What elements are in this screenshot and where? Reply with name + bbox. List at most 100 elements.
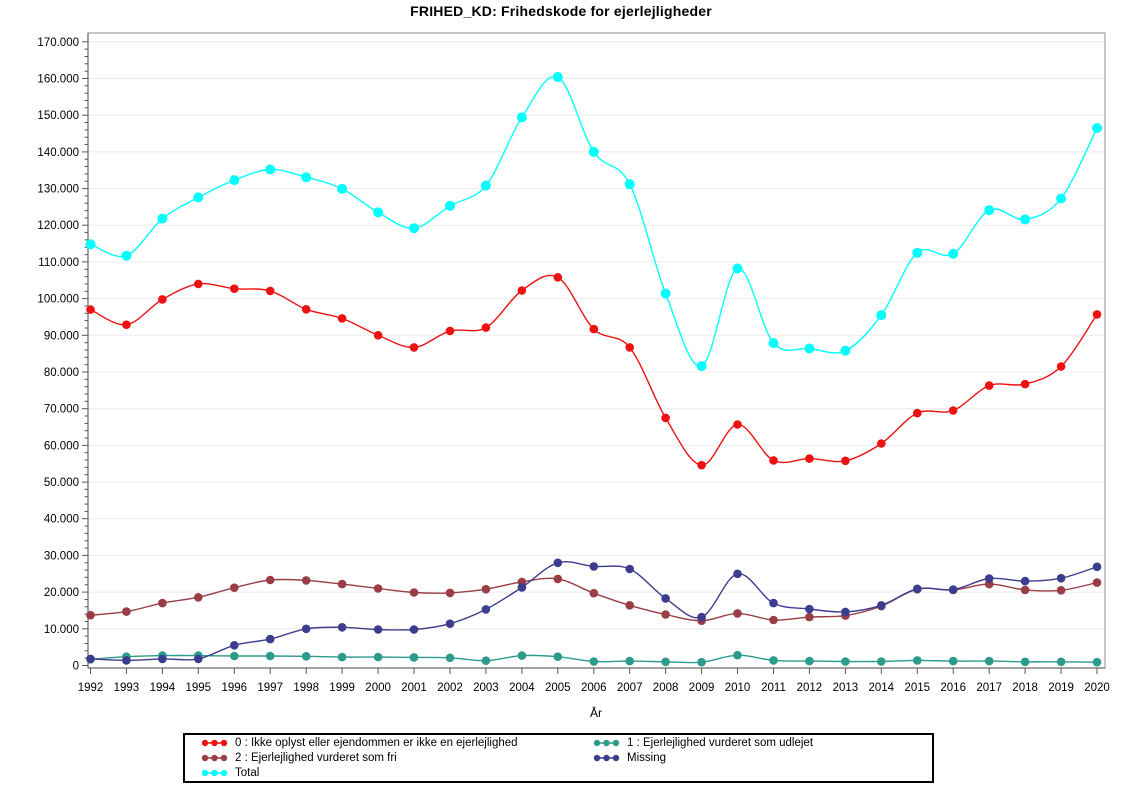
data-point	[733, 420, 742, 429]
x-tick-label: 2012	[797, 682, 823, 694]
data-point	[86, 305, 95, 314]
y-tick-label: 130.000	[37, 184, 79, 196]
data-point	[912, 247, 923, 258]
data-point	[913, 584, 922, 594]
data-point	[589, 588, 599, 598]
data-point	[122, 607, 131, 616]
data-point	[158, 654, 167, 664]
x-tick-label: 2007	[617, 682, 643, 694]
series-line	[90, 561, 1098, 662]
data-point	[337, 623, 347, 632]
data-point	[984, 381, 994, 390]
data-point	[840, 345, 851, 356]
x-tick-label: 1998	[293, 682, 319, 694]
data-point	[517, 286, 527, 295]
data-point	[805, 604, 814, 614]
y-tick-label: 70.000	[44, 404, 79, 416]
data-point	[769, 615, 778, 625]
data-point	[661, 657, 670, 667]
x-tick-label: 2002	[437, 682, 463, 694]
data-point	[481, 584, 491, 594]
data-point	[157, 213, 168, 224]
data-point	[409, 223, 419, 234]
data-point	[588, 146, 599, 157]
data-point	[481, 323, 491, 332]
data-point	[625, 343, 634, 352]
data-point	[409, 343, 419, 352]
x-tick-label: 2020	[1084, 682, 1110, 694]
data-point	[230, 284, 239, 294]
data-point	[1092, 578, 1102, 587]
data-point	[85, 239, 96, 250]
data-point	[625, 656, 634, 666]
axis-tick-labels: 0 10.000 20.000 30.000 40.000 50.000 60.000 70.…	[37, 37, 1109, 694]
legend-label: Total	[235, 767, 260, 779]
data-point	[732, 263, 743, 274]
data-point	[86, 654, 95, 664]
x-tick-label: 2004	[509, 682, 535, 694]
data-point	[1020, 214, 1031, 225]
legend-marker-line-icon	[201, 769, 228, 777]
data-point	[733, 569, 742, 579]
data-point	[1020, 576, 1030, 586]
data-point	[553, 273, 563, 282]
data-point	[517, 651, 527, 660]
legend-label: 1 : Ejerlejlighed vurderet som udlejet	[627, 737, 814, 749]
data-point	[841, 456, 850, 466]
data-point	[804, 343, 815, 354]
data-point	[948, 585, 958, 594]
data-point	[480, 180, 491, 191]
axis-ticks	[82, 41, 1098, 674]
data-point	[660, 288, 671, 299]
data-point	[265, 634, 275, 644]
plot-frame	[87, 32, 1106, 669]
y-tick-label: 50.000	[44, 477, 79, 489]
data-point	[1092, 562, 1102, 572]
data-point	[194, 654, 203, 664]
data-point	[158, 295, 167, 304]
data-point	[1020, 585, 1030, 595]
legend-item: Missing	[593, 751, 928, 766]
x-tick-label: 2005	[545, 682, 571, 694]
y-tick-label: 20.000	[44, 587, 79, 599]
data-point	[625, 564, 634, 574]
x-tick-label: 2013	[833, 682, 859, 694]
data-point	[337, 652, 347, 662]
plot-border	[87, 32, 1106, 669]
x-tick-label: 2018	[1012, 682, 1038, 694]
legend-item: 2 : Ejerlejlighed vurderet som fri	[201, 751, 593, 766]
data-point	[697, 657, 706, 667]
data-point	[122, 656, 131, 665]
data-point	[877, 601, 886, 610]
y-tick-label: 120.000	[37, 220, 79, 232]
data-point	[876, 310, 887, 321]
data-point	[1092, 123, 1102, 133]
data-point	[230, 651, 239, 661]
legend: 0 : Ikke oplyst eller ejendommen er ikke…	[183, 733, 934, 783]
data-point	[733, 609, 742, 618]
data-point	[948, 406, 958, 415]
legend-label: 2 : Ejerlejlighed vurderet som fri	[235, 752, 397, 764]
chart-title: FRIHED_KD: Frihedskode for ejerlejlighed…	[410, 3, 712, 19]
data-point	[769, 456, 778, 465]
data-point	[1020, 657, 1030, 667]
data-point	[445, 588, 455, 598]
data-point	[552, 72, 563, 82]
data-point	[805, 656, 814, 666]
data-point	[265, 651, 275, 661]
data-point	[445, 326, 455, 336]
data-point	[841, 607, 850, 617]
data-point	[86, 610, 95, 620]
y-tick-label: 0	[73, 661, 79, 673]
legend-marker-line-icon	[593, 754, 620, 762]
x-tick-label: 2019	[1048, 682, 1074, 694]
data-point	[445, 619, 455, 628]
data-point	[409, 588, 419, 597]
x-tick-label: 1999	[329, 682, 355, 694]
data-point	[121, 250, 132, 261]
data-point	[697, 460, 706, 470]
legend-label: 0 : Ikke oplyst eller ejendommen er ikke…	[235, 737, 518, 749]
gridlines	[89, 41, 1104, 630]
y-tick-label: 140.000	[37, 147, 79, 159]
